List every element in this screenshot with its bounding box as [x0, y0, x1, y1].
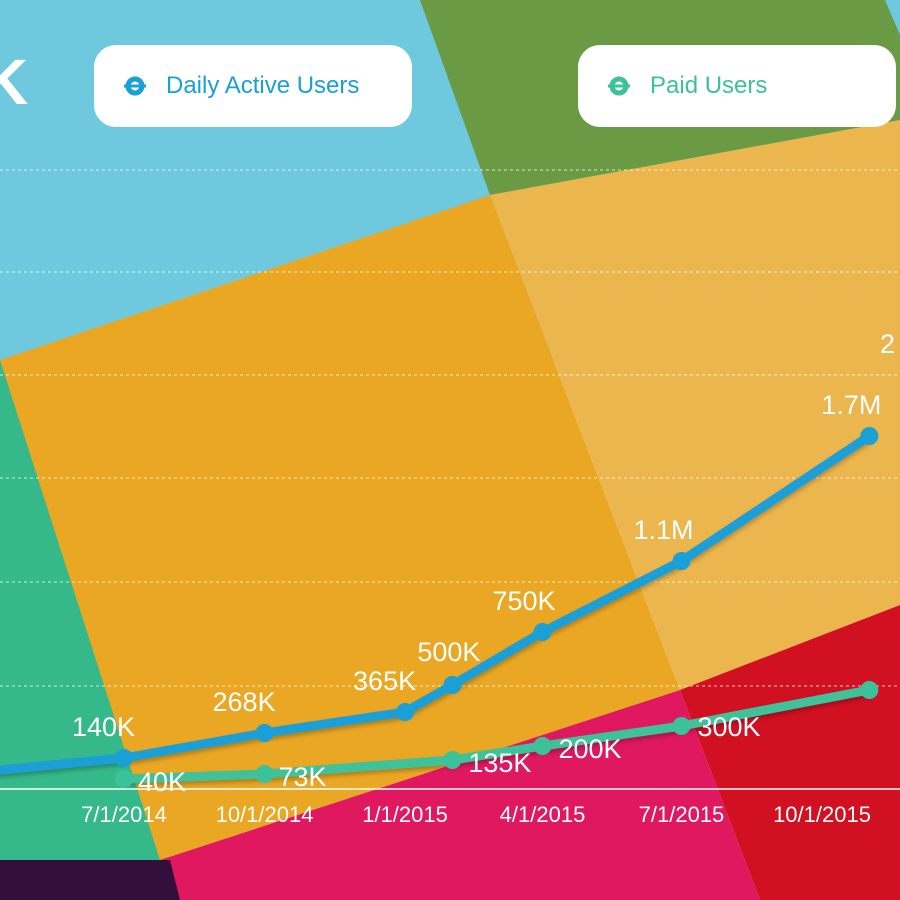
data-label: 200K — [558, 734, 621, 764]
data-point[interactable] — [672, 552, 691, 570]
legend-ring-icon — [608, 76, 630, 96]
x-tick-label: 10/1/2014 — [216, 802, 314, 827]
legend-label: Daily Active Users — [166, 72, 360, 99]
legend-label: Paid Users — [650, 72, 768, 99]
data-point[interactable] — [255, 724, 274, 742]
data-point[interactable] — [115, 749, 133, 767]
data-point[interactable] — [396, 703, 415, 721]
legend-ring-icon — [124, 76, 146, 96]
data-point[interactable] — [860, 427, 879, 445]
data-point[interactable] — [115, 770, 133, 788]
edge-glyph: K — [0, 46, 29, 118]
data-point[interactable] — [443, 676, 462, 694]
x-axis-ticks: 7/1/2014 10/1/2014 1/1/2015 4/1/2015 7/1/201… — [81, 802, 871, 827]
plum-panel — [0, 860, 180, 900]
series-paid-users: 40K 73K 135K 200K 300K — [115, 681, 879, 797]
data-label: 135K — [468, 748, 531, 778]
data-point[interactable] — [533, 737, 552, 755]
gold-panel — [0, 195, 680, 860]
x-tick-label: 7/1/2015 — [639, 802, 725, 827]
x-tick-label: 4/1/2015 — [500, 802, 586, 827]
data-point[interactable] — [443, 751, 462, 769]
legend-daily-active-users[interactable]: Daily Active Users — [94, 45, 412, 127]
data-label: 365K — [353, 666, 416, 696]
partial-data-label: 2 — [880, 329, 895, 359]
x-tick-label: 1/1/2015 — [362, 802, 448, 827]
data-label: 750K — [492, 586, 555, 616]
red-panel — [680, 605, 900, 900]
data-point[interactable] — [255, 765, 274, 783]
data-point[interactable] — [860, 681, 879, 699]
data-label: 140K — [72, 712, 135, 742]
data-label: 1.1M — [633, 515, 693, 545]
data-label: 73K — [279, 762, 327, 792]
x-tick-label: 7/1/2014 — [81, 802, 167, 827]
data-label: 40K — [138, 767, 186, 797]
data-point[interactable] — [672, 717, 691, 735]
series-line-paid-users — [119, 685, 874, 784]
magenta-panel — [160, 690, 760, 900]
data-label: 1.7M — [821, 390, 881, 420]
light-gold-panel — [490, 120, 900, 690]
data-label: 500K — [417, 637, 480, 667]
series-line-daily-active-users — [0, 431, 874, 775]
data-label: 300K — [697, 712, 760, 742]
data-label: 268K — [213, 687, 276, 717]
legend-paid-users[interactable]: Paid Users — [578, 45, 896, 127]
data-point[interactable] — [533, 623, 552, 641]
x-tick-label: 10/1/2015 — [773, 802, 871, 827]
